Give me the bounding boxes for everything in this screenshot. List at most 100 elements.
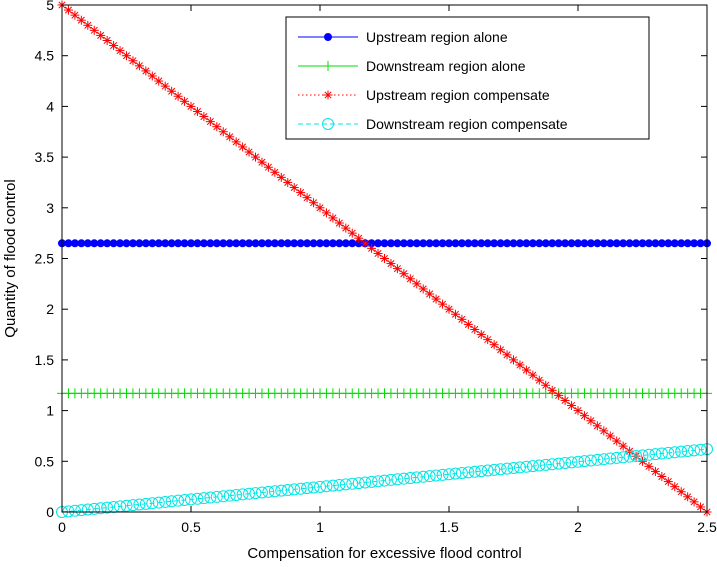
data-point (192, 106, 202, 116)
data-point (212, 122, 222, 132)
data-point (96, 30, 106, 40)
data-point (205, 117, 215, 127)
data-point (120, 499, 133, 512)
data-point (676, 487, 686, 497)
data-point (683, 492, 693, 502)
data-point (204, 491, 217, 504)
data-point (347, 228, 357, 238)
data-point (391, 473, 404, 486)
series-3 (56, 443, 713, 518)
data-point (225, 132, 235, 142)
data-point (412, 279, 422, 289)
y-tick-label: 0 (46, 504, 54, 520)
data-point (694, 443, 707, 456)
data-point (339, 478, 352, 491)
data-point (630, 450, 643, 463)
data-point (668, 446, 681, 459)
data-point (599, 426, 609, 436)
legend-marker (323, 90, 333, 100)
data-point (610, 451, 623, 464)
data-point (541, 380, 551, 390)
data-point (307, 481, 320, 494)
data-point (592, 421, 602, 431)
data-point (384, 473, 397, 486)
data-point (520, 460, 533, 473)
data-point (70, 10, 80, 20)
data-point (586, 416, 596, 426)
data-point (567, 401, 577, 411)
data-point (547, 385, 557, 395)
data-point (334, 218, 344, 228)
y-tick-label: 4 (46, 98, 54, 114)
data-point (457, 314, 467, 324)
data-point (378, 474, 391, 487)
data-point (552, 457, 565, 470)
data-point (128, 56, 138, 66)
data-point (321, 208, 331, 218)
data-point (468, 465, 481, 478)
data-point (83, 20, 93, 30)
data-point (294, 482, 307, 495)
data-point (230, 489, 243, 502)
data-point (154, 76, 164, 86)
data-point (64, 239, 73, 248)
series-2 (57, 0, 712, 517)
data-point (526, 460, 539, 473)
data-point (341, 223, 351, 233)
data-point (320, 480, 333, 493)
data-point (612, 436, 622, 446)
data-point (328, 213, 338, 223)
y-tick-label: 5 (46, 0, 54, 13)
data-point (657, 472, 667, 482)
data-point (554, 390, 564, 400)
y-axis-label: Quantity of flood control (2, 179, 19, 337)
data-point (302, 193, 312, 203)
data-point (470, 324, 480, 334)
data-point (584, 454, 597, 467)
data-point (560, 395, 570, 405)
data-point (565, 456, 578, 469)
data-point (559, 456, 572, 469)
x-tick-label: 0 (58, 519, 66, 535)
data-point (199, 112, 209, 122)
data-point (276, 172, 286, 182)
data-point (481, 464, 494, 477)
data-point (521, 365, 531, 375)
data-point (655, 447, 668, 460)
data-point (236, 488, 249, 501)
data-point (167, 239, 176, 248)
data-point (546, 458, 559, 471)
data-point (417, 470, 430, 483)
data-point (604, 452, 617, 465)
data-point (180, 96, 190, 106)
data-point (134, 61, 144, 71)
data-point (397, 472, 410, 485)
data-point (165, 495, 178, 508)
data-point (232, 239, 241, 248)
y-tick-label: 3 (46, 200, 54, 216)
data-point (696, 502, 706, 512)
data-point (405, 274, 415, 284)
data-point (455, 467, 468, 480)
data-point (444, 304, 454, 314)
data-point (270, 167, 280, 177)
data-point (502, 350, 512, 360)
data-point (636, 449, 649, 462)
y-tick-label: 4.5 (35, 48, 55, 64)
data-point (507, 461, 520, 474)
data-point (199, 239, 208, 248)
data-point (476, 330, 486, 340)
data-point (296, 188, 306, 198)
data-point (597, 453, 610, 466)
data-point (650, 466, 660, 476)
data-point (62, 505, 75, 518)
data-point (489, 340, 499, 350)
data-point (159, 495, 172, 508)
y-tick-label: 2 (46, 301, 54, 317)
data-point (197, 492, 210, 505)
data-point (288, 483, 301, 496)
data-point (167, 86, 177, 96)
data-point (617, 451, 630, 464)
data-point (314, 480, 326, 493)
